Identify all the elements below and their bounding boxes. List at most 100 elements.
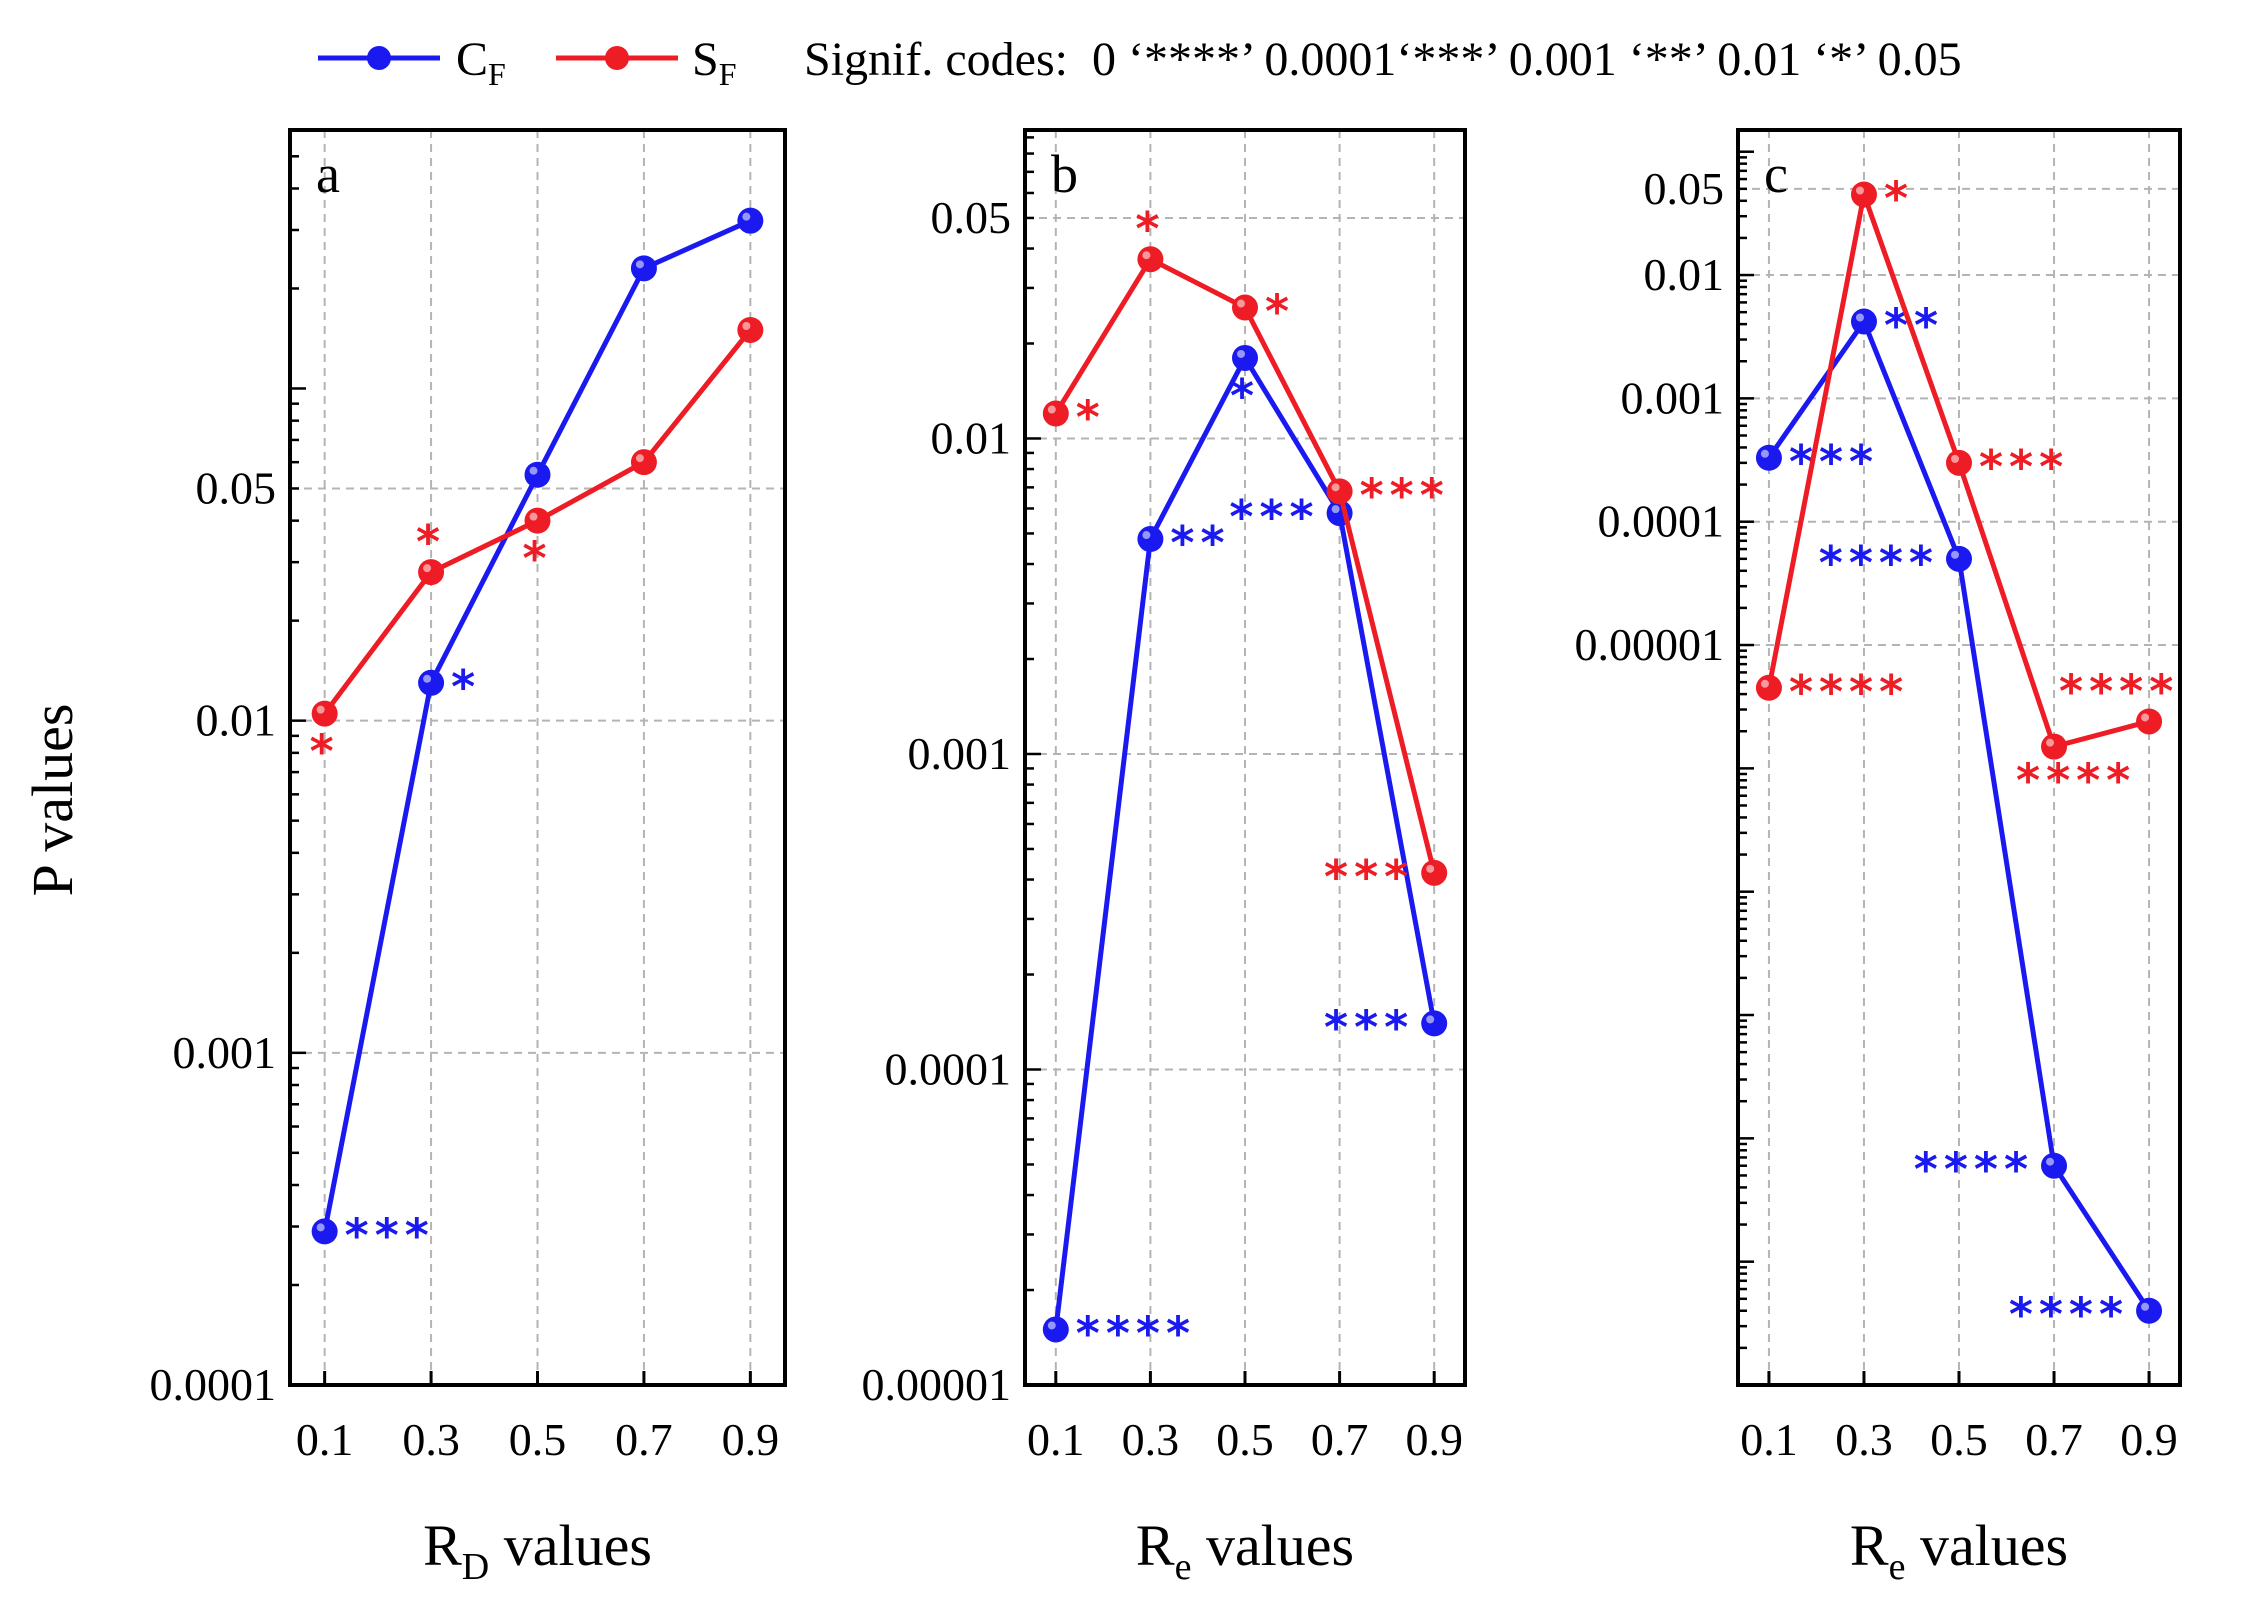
x-tick-label: 0.1 bbox=[1027, 1414, 1085, 1465]
significance-label: * bbox=[1230, 369, 1260, 423]
series-cf: ************* bbox=[1042, 344, 1448, 1360]
panel-a: 0.1 0.3 0.5 0.7 0.9 0.0001 0.001 0.01 0.05 a RD va… bbox=[150, 128, 787, 1588]
significance-label: * bbox=[522, 532, 552, 586]
significance-label: ** bbox=[1170, 516, 1230, 570]
series-sf: ********* bbox=[1042, 202, 1448, 904]
x-tick-label: 0.1 bbox=[1740, 1414, 1798, 1465]
y-tick-label: 0.05 bbox=[931, 192, 1012, 243]
x-axis-title: Re values bbox=[1850, 1513, 2068, 1588]
data-point-highlight bbox=[529, 466, 538, 475]
data-point bbox=[737, 316, 764, 343]
data-point-highlight bbox=[1951, 550, 1959, 559]
data-point-highlight bbox=[1331, 483, 1340, 492]
data-point bbox=[524, 461, 551, 488]
data-point-highlight bbox=[423, 674, 432, 683]
data-point bbox=[1232, 344, 1258, 371]
legend-cf-marker bbox=[367, 46, 391, 70]
data-point-highlight bbox=[1426, 864, 1435, 873]
y-tick-label: 0.01 bbox=[196, 695, 277, 746]
significance-label: **** bbox=[1819, 536, 1939, 590]
x-axis-title-part: R bbox=[1136, 1513, 1175, 1578]
x-tick-label: 0.3 bbox=[1122, 1414, 1180, 1465]
x-tick-label: 0.5 bbox=[509, 1414, 567, 1465]
data-point-highlight bbox=[1047, 405, 1056, 414]
x-tick-label: 0.1 bbox=[296, 1414, 354, 1465]
significance-label: **** bbox=[2009, 1288, 2129, 1342]
data-point-highlight bbox=[635, 454, 644, 463]
data-point bbox=[1850, 181, 1877, 208]
panel-letter: b bbox=[1051, 144, 1078, 204]
significance-label: * bbox=[310, 725, 340, 779]
significance-label: * bbox=[1135, 202, 1165, 256]
data-point bbox=[1421, 1010, 1448, 1037]
significance-label: * bbox=[451, 660, 481, 714]
x-tick-label: 0.3 bbox=[1835, 1414, 1893, 1465]
significance-label: * bbox=[1884, 171, 1914, 225]
data-point-highlight bbox=[1047, 1321, 1056, 1330]
significance-label: ** bbox=[1884, 299, 1944, 353]
y-tick-label: 0.001 bbox=[173, 1027, 277, 1078]
data-point-highlight bbox=[316, 1223, 325, 1232]
y-tick-label: 0.001 bbox=[1621, 372, 1725, 423]
data-point bbox=[1755, 444, 1782, 471]
series-cf: * * * * bbox=[311, 207, 764, 1262]
x-axis-title-part: R bbox=[423, 1513, 462, 1578]
significance-label: * bbox=[1265, 285, 1295, 339]
data-point bbox=[2136, 1297, 2163, 1324]
x-tick-label: 0.7 bbox=[1311, 1414, 1369, 1465]
x-tick-label: 0.7 bbox=[2025, 1414, 2083, 1465]
data-point-highlight bbox=[1760, 449, 1769, 458]
data-point-highlight bbox=[316, 705, 325, 714]
x-axis-title-part: values bbox=[1905, 1513, 2068, 1578]
data-point-highlight bbox=[529, 512, 538, 521]
significance-label: *** bbox=[1324, 850, 1414, 904]
panel-letter: c bbox=[1764, 144, 1788, 204]
x-axis-title-part: R bbox=[1850, 1513, 1889, 1578]
legend-sf-marker bbox=[605, 46, 629, 70]
data-point-highlight bbox=[1237, 299, 1245, 308]
legend-sf-label: SF bbox=[692, 33, 737, 92]
significance-label: **** bbox=[2016, 754, 2136, 808]
x-tick-label: 0.5 bbox=[1930, 1414, 1988, 1465]
y-tick-label: 0.001 bbox=[908, 728, 1012, 779]
legend-cf-label: CF bbox=[456, 33, 506, 92]
data-point-highlight bbox=[1951, 454, 1959, 463]
x-tick-label: 0.7 bbox=[615, 1414, 673, 1465]
y-tick-label: 0.00001 bbox=[1575, 619, 1725, 670]
data-point-highlight bbox=[1855, 186, 1864, 195]
significance-label: **** bbox=[1789, 665, 1909, 719]
significance-label: *** bbox=[1324, 1000, 1414, 1054]
y-tick-label: 0.00001 bbox=[862, 1359, 1012, 1410]
data-point bbox=[1946, 545, 1972, 572]
data-point-highlight bbox=[423, 564, 432, 573]
x-tick-label: 0.9 bbox=[2120, 1414, 2178, 1465]
y-tick-label: 0.05 bbox=[196, 462, 277, 513]
data-point bbox=[2041, 1152, 2068, 1179]
data-point bbox=[311, 1218, 338, 1245]
data-point bbox=[737, 207, 764, 234]
x-axis-title: Re values bbox=[1136, 1513, 1354, 1588]
y-axis-title: P values bbox=[20, 704, 85, 897]
data-point bbox=[311, 700, 338, 727]
significance-label: * bbox=[1076, 390, 1106, 444]
significance-label: **** bbox=[1914, 1143, 2034, 1197]
data-point-highlight bbox=[1237, 349, 1245, 358]
data-point bbox=[1421, 859, 1448, 886]
legend-signif-codes: Signif. codes: 0 ‘****’ 0.0001‘***’ 0.00… bbox=[804, 33, 1962, 86]
data-point-highlight bbox=[1426, 1015, 1435, 1024]
data-point bbox=[1850, 308, 1877, 335]
data-point-highlight bbox=[1760, 679, 1769, 688]
data-point bbox=[1946, 449, 1972, 476]
x-tick-label: 0.9 bbox=[722, 1414, 780, 1465]
data-point-highlight bbox=[635, 260, 644, 269]
series-sf: * * * bbox=[310, 316, 764, 779]
y-tick-label: 0.05 bbox=[1644, 163, 1725, 214]
data-point bbox=[524, 507, 551, 534]
data-point bbox=[1137, 526, 1164, 553]
x-axis-title: RD values bbox=[423, 1513, 652, 1588]
data-point bbox=[1042, 400, 1069, 427]
data-point-highlight bbox=[2141, 1302, 2150, 1311]
y-tick-label: 0.01 bbox=[931, 412, 1012, 463]
